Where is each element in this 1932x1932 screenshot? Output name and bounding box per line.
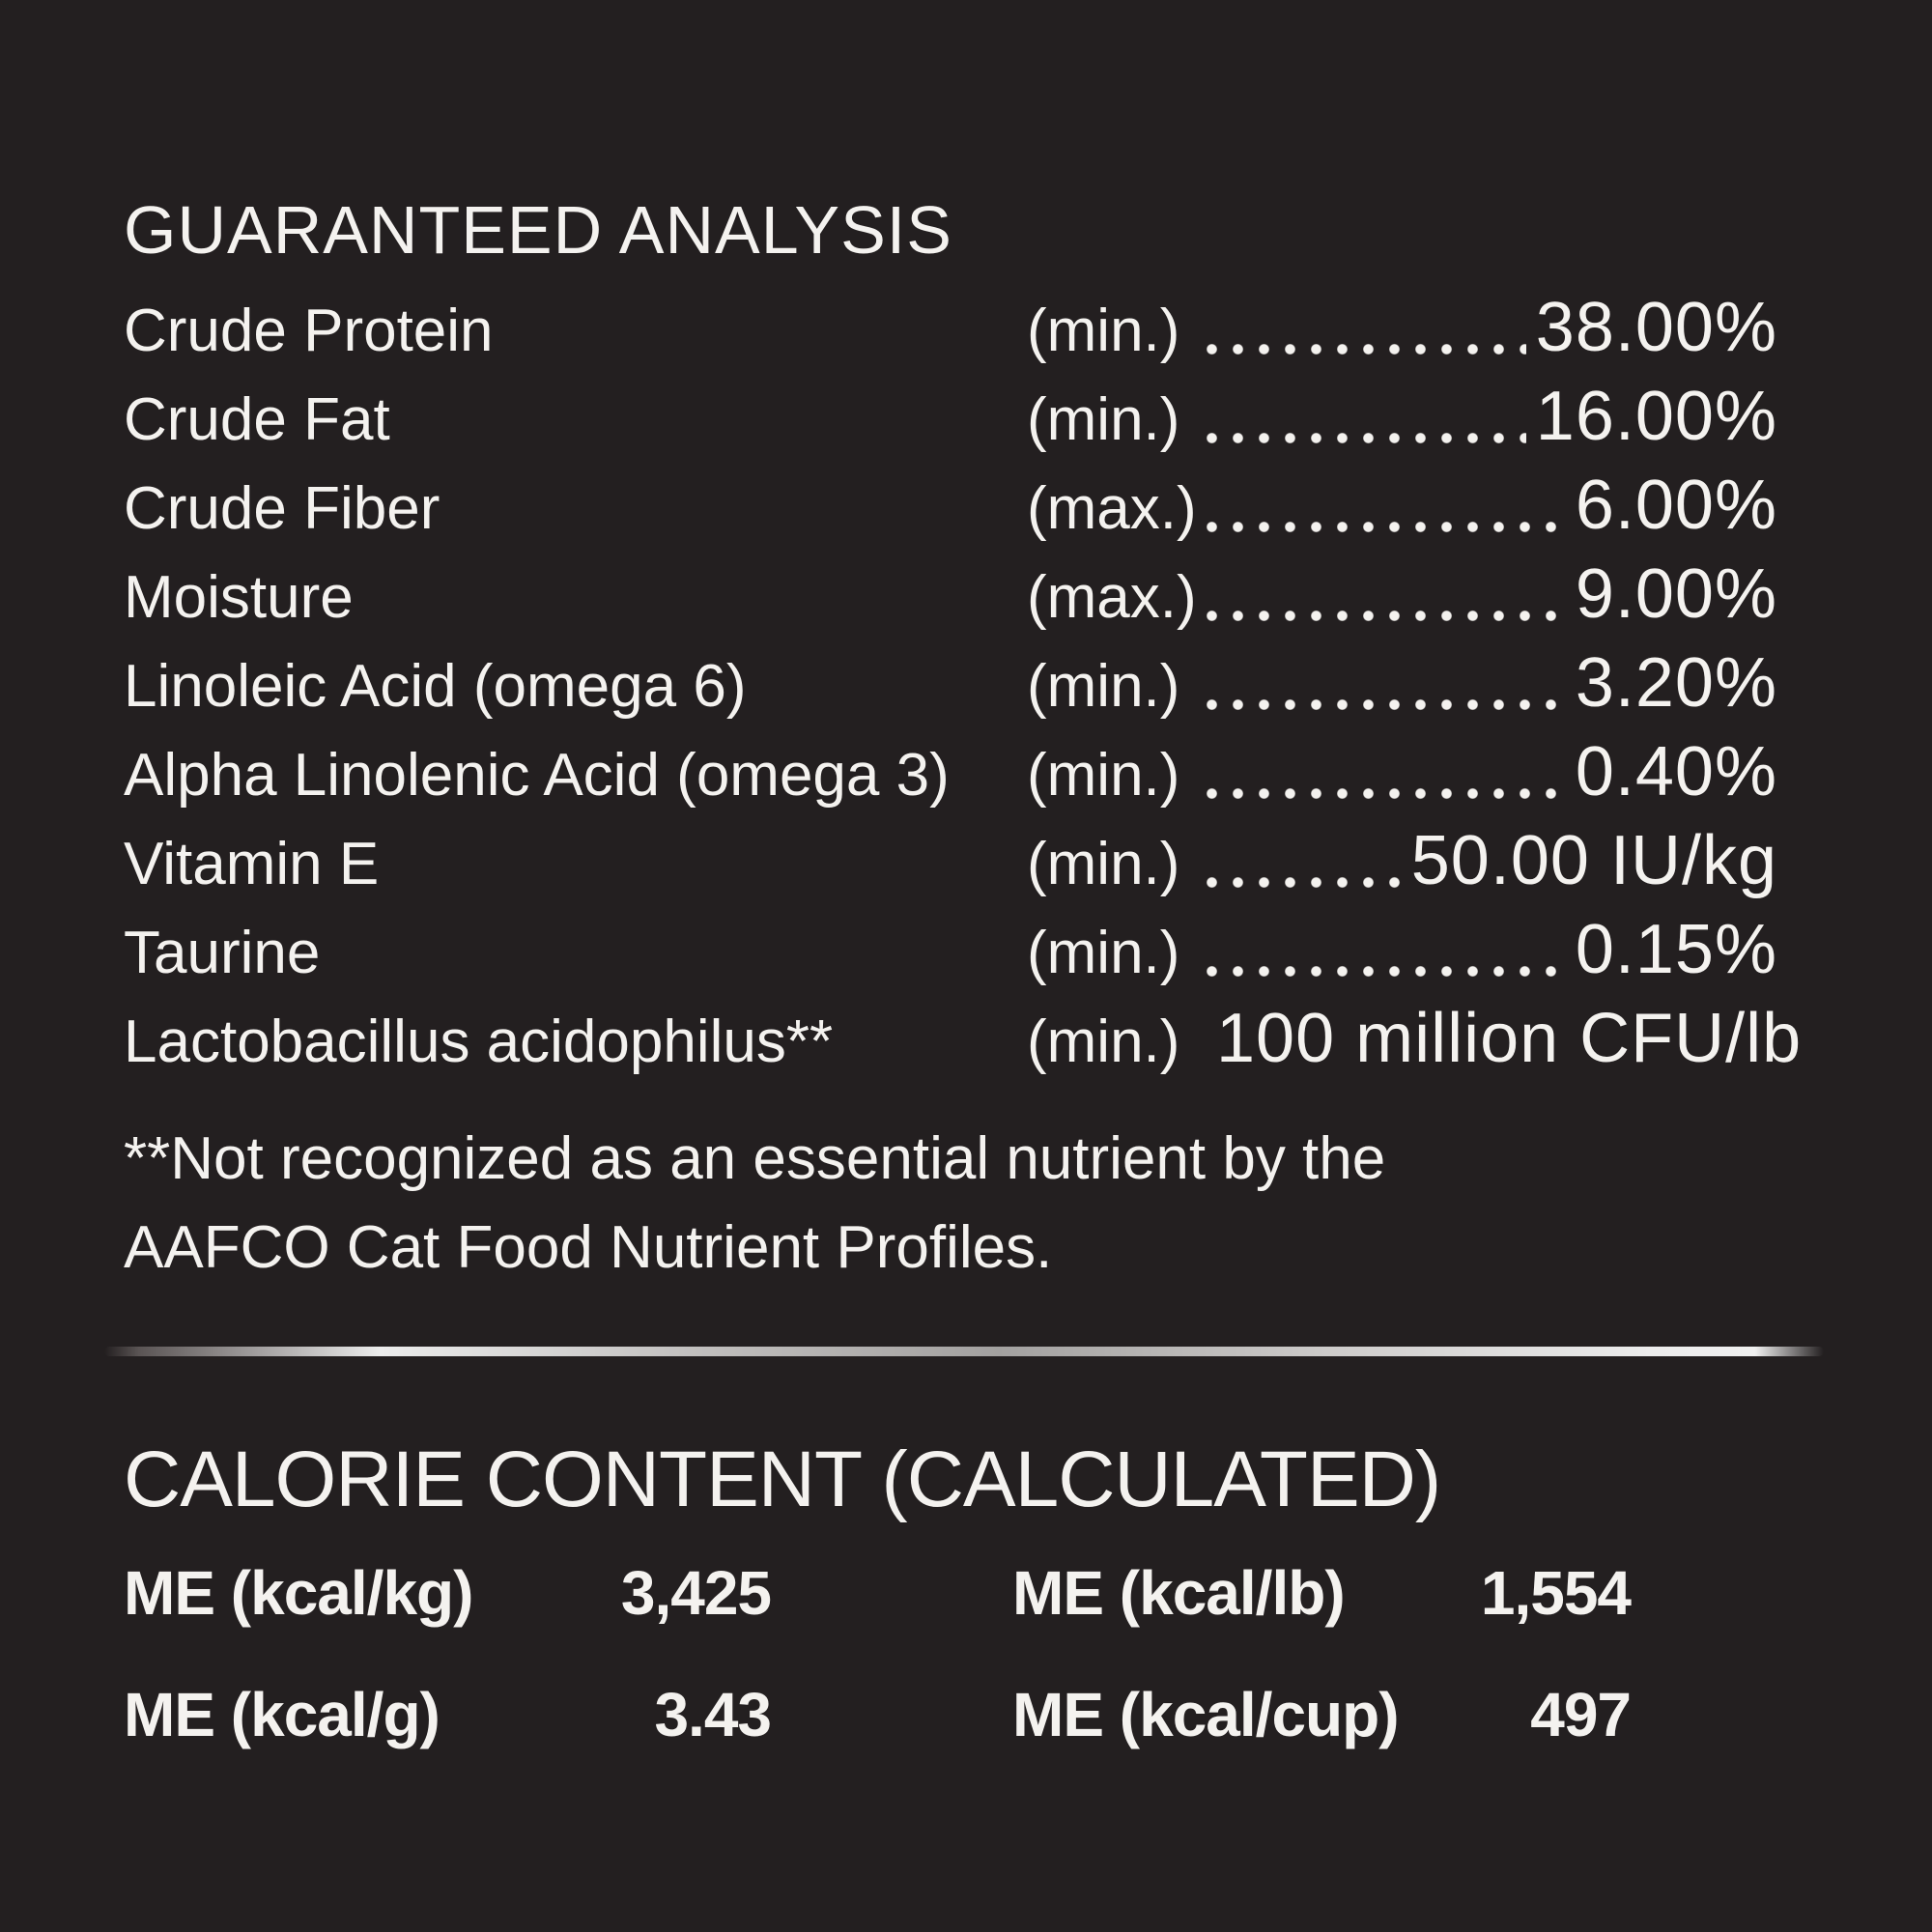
analysis-row: Vitamin E (min.) 50.00 IU/kg xyxy=(124,821,1777,910)
calorie-label: ME (kcal/cup) xyxy=(1012,1680,1400,1749)
nutrient-value: 50.00 IU/kg xyxy=(1410,822,1777,899)
analysis-rows: Crude Protein (min.) 38.00% Crude Fat (m… xyxy=(124,288,1801,1088)
nutrient-name: Crude Fat xyxy=(124,386,390,453)
footnote-line: AAFCO Cat Food Nutrient Profiles. xyxy=(124,1214,1053,1281)
nutrient-name: Lactobacillus acidophilus** xyxy=(124,1009,834,1075)
dot-leader xyxy=(1207,610,1566,622)
basis-column: (min.) xyxy=(1027,386,1180,453)
guaranteed-analysis-title: GUARANTEED ANALYSIS xyxy=(124,192,952,268)
nutrient-name: Crude Fiber xyxy=(124,475,440,542)
nutrient-value: 38.00% xyxy=(1535,289,1777,366)
calorie-content-section: CALORIE CONTENT (CALCULATED) ME (kcal/kg… xyxy=(124,1434,1777,1756)
calorie-value: 497 xyxy=(1530,1680,1632,1749)
calorie-label: ME (kcal/lb) xyxy=(1012,1558,1346,1628)
analysis-row: Taurine (min.) 0.15% xyxy=(124,910,1777,999)
nutrient-name: Taurine xyxy=(124,920,321,986)
divider-rule xyxy=(104,1347,1824,1356)
dot-leader xyxy=(1207,965,1566,978)
calorie-label: ME (kcal/g) xyxy=(124,1680,440,1749)
nutrient-value: 9.00% xyxy=(1575,555,1777,633)
calorie-value: 3,425 xyxy=(620,1558,772,1628)
basis-column: (min.) xyxy=(1027,831,1180,897)
calorie-content-title: CALORIE CONTENT (CALCULATED) xyxy=(124,1435,1441,1523)
dot-leader xyxy=(1207,432,1526,444)
analysis-row: Linoleic Acid (omega 6) (min.) 3.20% xyxy=(124,643,1777,732)
nutrient-name: Alpha Linolenic Acid (omega 3) xyxy=(124,742,950,809)
nutrient-value: 6.00% xyxy=(1575,467,1777,544)
basis-column: (min.) xyxy=(1027,653,1180,720)
nutrient-value: 0.15% xyxy=(1575,911,1777,988)
nutrient-value: 16.00% xyxy=(1535,378,1777,455)
nutrient-name: Crude Protein xyxy=(124,298,494,364)
basis-column: (min.) xyxy=(1027,742,1180,809)
calorie-value: 3.43 xyxy=(654,1680,772,1749)
dot-leader xyxy=(1207,343,1526,355)
dot-leader xyxy=(1207,521,1566,533)
nutrient-value: 0.40% xyxy=(1575,733,1777,810)
analysis-row: Moisture (max.) 9.00% xyxy=(124,554,1777,643)
nutrient-value: 3.20% xyxy=(1575,644,1777,722)
footnote-line: **Not recognized as an essential nutrien… xyxy=(124,1125,1386,1192)
basis-column: (min.) xyxy=(1027,920,1180,986)
dot-leader xyxy=(1207,876,1402,889)
nutrient-name: Linoleic Acid (omega 6) xyxy=(124,653,747,720)
analysis-row: Lactobacillus acidophilus** (min.) 100 m… xyxy=(124,999,1801,1088)
calorie-grid: ME (kcal/kg) 3,425 ME (kcal/lb) 1,554 ME… xyxy=(124,1551,1777,1756)
calorie-value: 1,554 xyxy=(1480,1558,1632,1628)
basis-column: (min.) xyxy=(1027,1009,1180,1075)
dot-leader xyxy=(1207,698,1566,711)
calorie-label: ME (kcal/kg) xyxy=(124,1558,473,1628)
analysis-row: Crude Protein (min.) 38.00% xyxy=(124,288,1777,377)
nutrient-name: Vitamin E xyxy=(124,831,380,897)
footnote: **Not recognized as an essential nutrien… xyxy=(124,1115,1777,1293)
basis-column: (max.) xyxy=(1027,475,1197,542)
analysis-row: Crude Fat (min.) 16.00% xyxy=(124,377,1777,466)
basis-column: (min.) xyxy=(1027,298,1180,364)
dot-leader xyxy=(1207,787,1566,800)
nutrient-value: 100 million CFU/lb xyxy=(1216,1000,1803,1077)
nutrient-name: Moisture xyxy=(124,564,354,631)
analysis-row: Crude Fiber (max.) 6.00% xyxy=(124,466,1777,554)
analysis-row: Alpha Linolenic Acid (omega 3) (min.) 0.… xyxy=(124,732,1777,821)
basis-column: (max.) xyxy=(1027,564,1197,631)
guaranteed-analysis-section: GUARANTEED ANALYSIS Crude Protein (min.)… xyxy=(124,189,1801,1293)
